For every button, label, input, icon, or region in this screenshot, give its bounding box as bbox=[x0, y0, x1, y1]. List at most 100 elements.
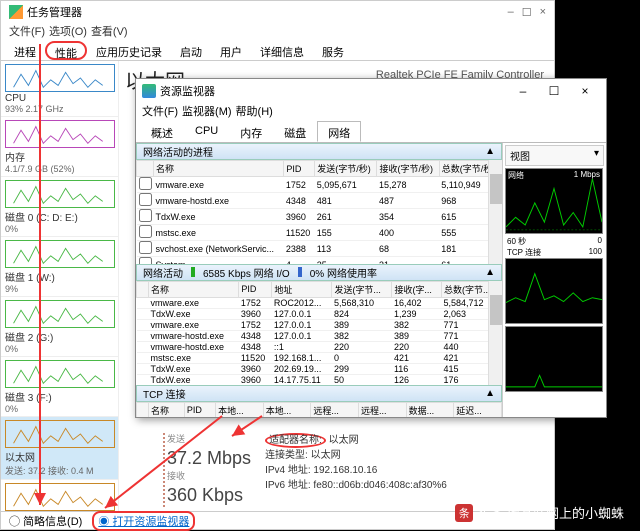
col-header[interactable]: 远程... bbox=[359, 402, 407, 417]
activity-section-title: 网络活动 bbox=[143, 265, 183, 280]
table-row[interactable]: TdxW.exe396014.17.75.1150126176 bbox=[137, 374, 502, 384]
activity-section-header[interactable]: 网络活动 6585 Kbps 网络 I/O 0% 网络使用率 ▲ bbox=[136, 264, 502, 281]
col-header[interactable]: 延迟... bbox=[454, 402, 502, 417]
rm-tabs: 概述 CPU 内存 磁盘 网络 bbox=[136, 121, 606, 143]
procs-section-header[interactable]: 网络活动的进程 ▲ bbox=[136, 143, 502, 160]
col-header[interactable] bbox=[137, 281, 149, 297]
tab-history[interactable]: 应用历史记录 bbox=[87, 41, 171, 60]
rm-min-button[interactable]: – bbox=[508, 81, 538, 101]
col-header[interactable]: 名称 bbox=[149, 281, 239, 297]
watermark: 条 头条 @互联网上的小蜘蛛 bbox=[455, 503, 624, 522]
sidebar-item[interactable]: CPU93% 2.17 GHz bbox=[1, 61, 118, 117]
table-row[interactable]: vmware-hostd.exe4348::1220220440 bbox=[137, 341, 502, 352]
graph2-title: 60 秒 bbox=[507, 236, 526, 247]
tab-performance[interactable]: 性能 bbox=[45, 41, 87, 60]
adapter-val: 以太网 bbox=[329, 435, 359, 446]
tm-menu-view[interactable]: 查看(V) bbox=[91, 23, 128, 41]
col-header[interactable]: PID bbox=[184, 402, 215, 417]
conntype-label: 连接类型: bbox=[265, 450, 308, 461]
sidebar-item[interactable]: 磁盘 2 (G:)0% bbox=[1, 297, 118, 357]
rm-tab-cpu[interactable]: CPU bbox=[184, 121, 229, 142]
table-row[interactable]: mstsc.exe11520192.168.1...0421421 bbox=[137, 352, 502, 363]
sidebar-item[interactable]: 磁盘 1 (W:)9% bbox=[1, 237, 118, 297]
tab-details[interactable]: 详细信息 bbox=[251, 41, 313, 60]
extra-graph bbox=[505, 326, 603, 392]
tm-title-text: 任务管理器 bbox=[27, 4, 82, 20]
sidebar-item[interactable]: 磁盘 3 (F:)0% bbox=[1, 357, 118, 417]
graph2-value: 0 bbox=[598, 236, 602, 247]
col-header[interactable] bbox=[137, 161, 154, 177]
graph3-value: 100 bbox=[589, 247, 602, 258]
scrollbar[interactable] bbox=[488, 160, 502, 264]
col-header[interactable]: 发送(字节/秒) bbox=[315, 161, 377, 177]
tab-services[interactable]: 服务 bbox=[313, 41, 353, 60]
row-checkbox[interactable] bbox=[139, 209, 152, 222]
ethernet-details: 发送 37.2 Mbps 接收 360 Kbps 适配器名称: 以太网 连接类型… bbox=[161, 431, 531, 509]
table-row[interactable]: svchost.exe (NetworkServic...23881136818… bbox=[137, 241, 502, 257]
col-header[interactable]: 数据... bbox=[406, 402, 454, 417]
table-row[interactable]: vmware-hostd.exe4348481487968 bbox=[137, 193, 502, 209]
tm-menu-options[interactable]: 选项(O) bbox=[49, 23, 87, 41]
tab-users[interactable]: 用户 bbox=[211, 41, 251, 60]
tcp-table: 名称PID本地...本地...远程...远程...数据...延迟... bbox=[136, 402, 502, 417]
table-row[interactable]: TdxW.exe3960202.69.19...299116415 bbox=[137, 363, 502, 374]
table-row[interactable]: vmware.exe1752127.0.0.1389382771 bbox=[137, 319, 502, 330]
view-dropdown[interactable]: 视图▾ bbox=[505, 145, 604, 166]
resmon-icon bbox=[142, 84, 156, 98]
col-header[interactable]: PID bbox=[284, 161, 315, 177]
send-value: 37.2 Mbps bbox=[167, 447, 251, 470]
tm-close-button[interactable]: × bbox=[540, 6, 546, 19]
row-checkbox[interactable] bbox=[139, 257, 152, 264]
col-header[interactable]: 名称 bbox=[149, 402, 185, 417]
col-header[interactable]: PID bbox=[239, 281, 272, 297]
rm-graphs-panel: 视图▾ 网络 1 Mbps 60 秒 0 TCP 连接 100 bbox=[502, 143, 606, 417]
tab-startup[interactable]: 启动 bbox=[171, 41, 211, 60]
col-header[interactable]: 接收(字... bbox=[392, 281, 442, 297]
col-header[interactable]: 名称 bbox=[154, 161, 284, 177]
tm-sidebar: CPU93% 2.17 GHz内存4.1/7.9 GB (52%)磁盘 0 (C… bbox=[1, 61, 119, 511]
rm-max-button[interactable]: ☐ bbox=[539, 81, 569, 101]
col-header[interactable]: 发送(字节... bbox=[332, 281, 392, 297]
activity-meter1: 6585 Kbps 网络 I/O bbox=[203, 265, 290, 280]
row-checkbox[interactable] bbox=[139, 225, 152, 238]
col-header[interactable]: 本地... bbox=[216, 402, 264, 417]
table-row[interactable]: vmware.exe1752ROC2012...5,568,31016,4025… bbox=[137, 297, 502, 308]
tm-menu-file[interactable]: 文件(F) bbox=[9, 23, 45, 41]
sidebar-item[interactable]: 以太网发送: 37.2 接收: 0.4 M bbox=[1, 417, 118, 480]
rm-tab-overview[interactable]: 概述 bbox=[140, 121, 184, 142]
rm-menu-monitor[interactable]: 监视器(M) bbox=[182, 103, 232, 121]
rm-tab-disk[interactable]: 磁盘 bbox=[273, 121, 317, 142]
table-row[interactable]: vmware.exe17525,095,67115,2785,110,949 bbox=[137, 177, 502, 193]
row-checkbox[interactable] bbox=[139, 193, 152, 206]
col-header[interactable]: 远程... bbox=[311, 402, 359, 417]
tm-max-button[interactable]: ☐ bbox=[522, 6, 532, 19]
brief-toggle[interactable]: ◯ 简略信息(D) bbox=[9, 513, 82, 529]
tm-titlebar: 任务管理器 – ☐ × bbox=[1, 1, 554, 23]
col-header[interactable]: 地址 bbox=[272, 281, 332, 297]
sidebar-item[interactable]: 以太网VMware Network ...发送: 0 接收: 0 Kbps bbox=[1, 480, 118, 511]
rm-tab-mem[interactable]: 内存 bbox=[229, 121, 273, 142]
sidebar-item[interactable]: 内存4.1/7.9 GB (52%) bbox=[1, 117, 118, 177]
ipv4-label: IPv4 地址: bbox=[265, 465, 311, 476]
table-row[interactable]: vmware-hostd.exe4348127.0.0.1382389771 bbox=[137, 330, 502, 341]
row-checkbox[interactable] bbox=[139, 177, 152, 190]
table-row[interactable]: TdxW.exe3960261354615 bbox=[137, 209, 502, 225]
table-row[interactable]: TdxW.exe3960127.0.0.18241,2392,063 bbox=[137, 308, 502, 319]
tm-min-button[interactable]: – bbox=[508, 6, 514, 19]
rm-menu-file[interactable]: 文件(F) bbox=[142, 103, 178, 121]
col-header[interactable]: 本地... bbox=[263, 402, 311, 417]
rm-titlebar: 资源监视器 – ☐ × bbox=[136, 79, 606, 103]
table-row[interactable]: mstsc.exe11520155400555 bbox=[137, 225, 502, 241]
col-header[interactable] bbox=[137, 402, 149, 417]
tab-processes[interactable]: 进程 bbox=[5, 41, 45, 60]
col-header[interactable]: 接收(字节/秒) bbox=[377, 161, 439, 177]
tcp-section-header[interactable]: TCP 连接 ▲ bbox=[136, 385, 502, 402]
table-row[interactable]: System4253161 bbox=[137, 257, 502, 264]
scrollbar[interactable] bbox=[488, 281, 502, 385]
row-checkbox[interactable] bbox=[139, 241, 152, 254]
rm-tab-net[interactable]: 网络 bbox=[317, 121, 361, 142]
open-resmon-link[interactable]: ◉ 打开资源监视器 bbox=[92, 511, 195, 531]
sidebar-item[interactable]: 磁盘 0 (C: D: E:)0% bbox=[1, 177, 118, 237]
rm-close-button[interactable]: × bbox=[570, 81, 600, 101]
rm-menu-help[interactable]: 帮助(H) bbox=[236, 103, 273, 121]
